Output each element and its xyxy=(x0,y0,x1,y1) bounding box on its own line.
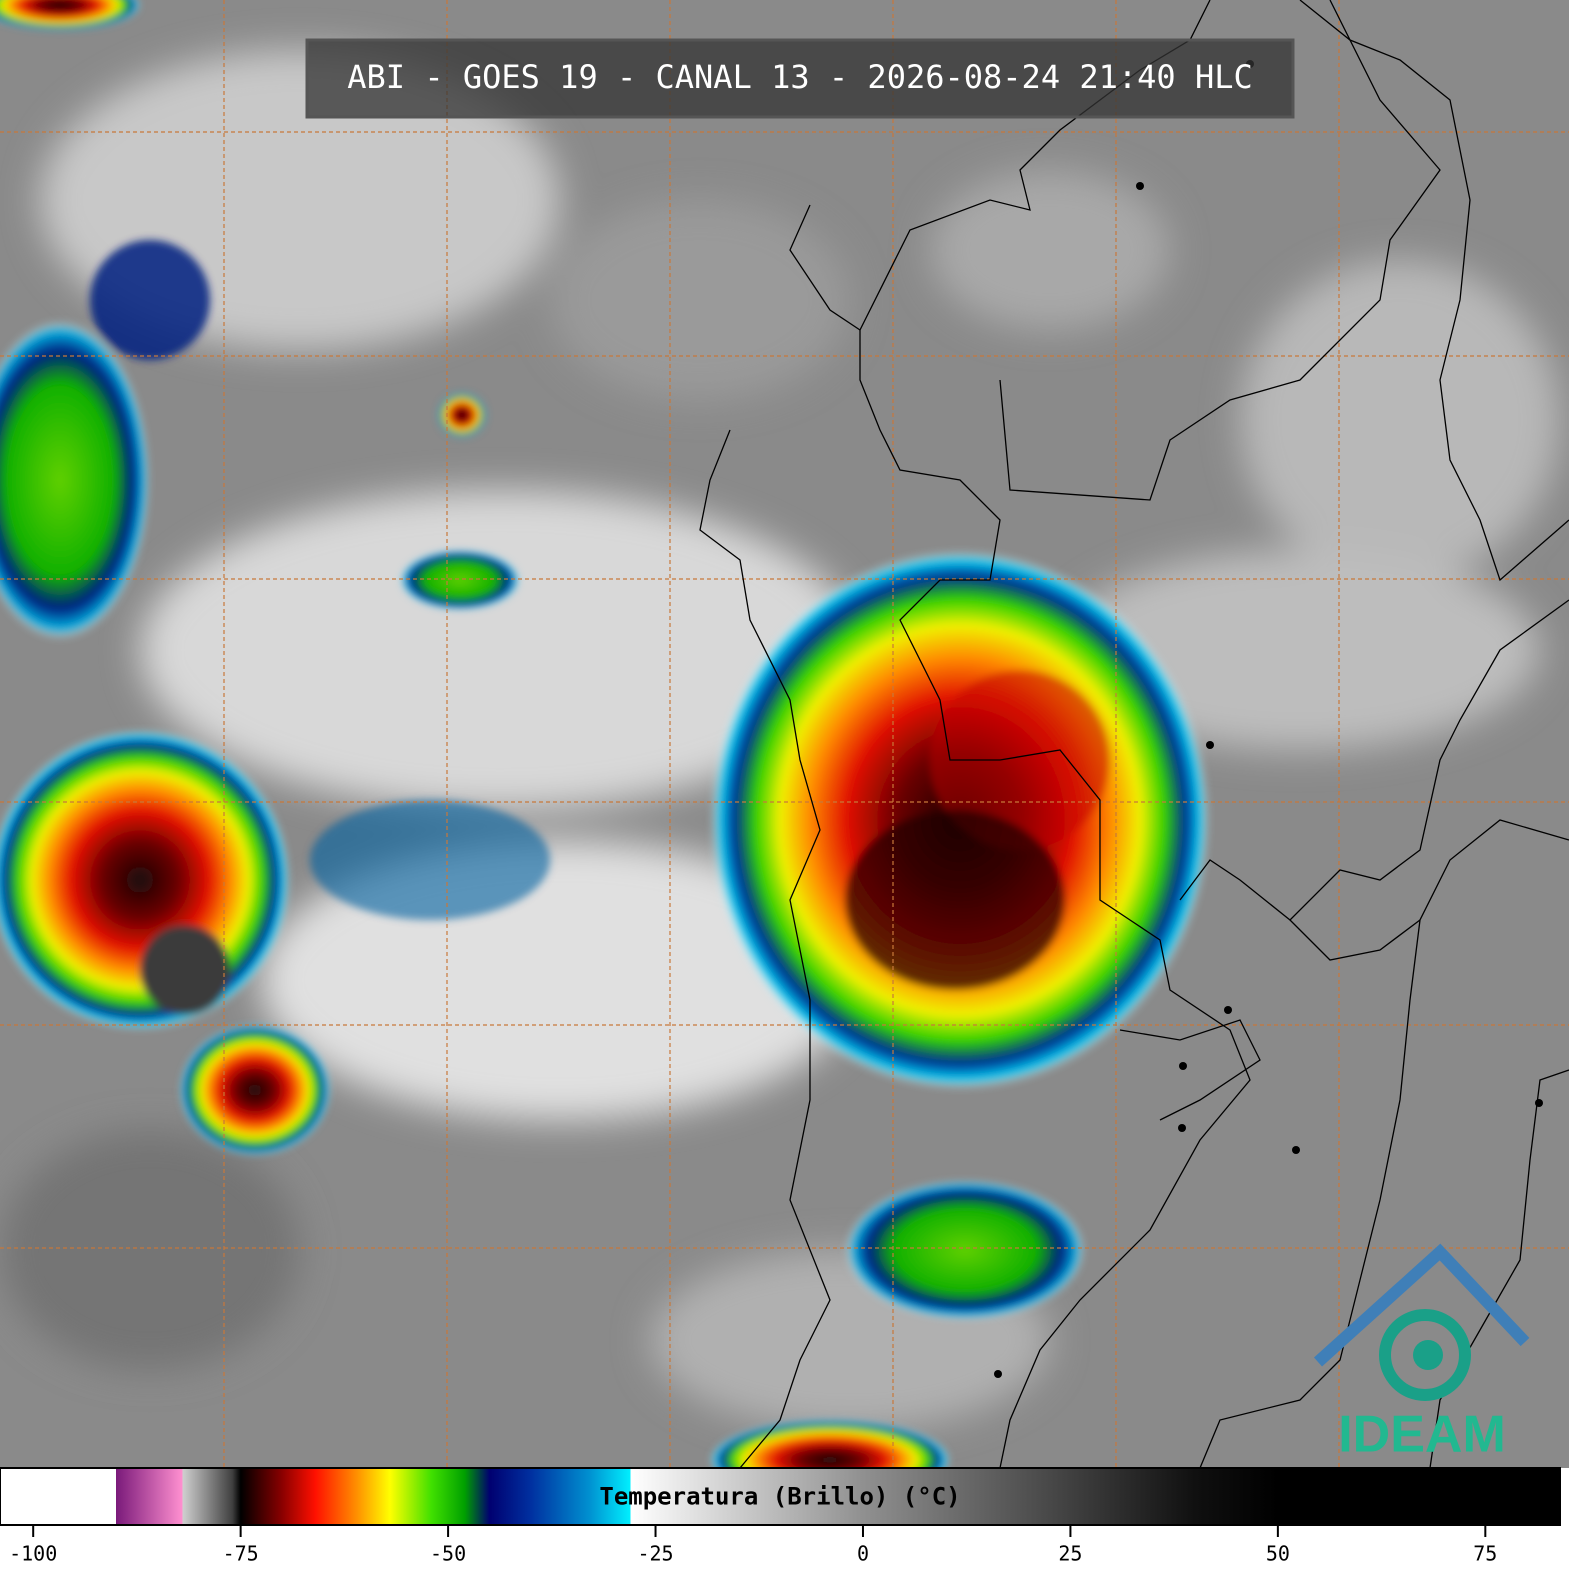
satellite-image: IDEAM xyxy=(0,0,1569,1500)
tick-label: 25 xyxy=(1058,1542,1082,1566)
colorbar-title: Temperatura (Brillo) (°C) xyxy=(599,1483,960,1511)
title: ABI - GOES 19 - CANAL 13 - 2026-08-24 21… xyxy=(347,58,1252,96)
logo: IDEAM xyxy=(1313,1243,1530,1464)
borders xyxy=(699,0,1569,1469)
tick-label: 0 xyxy=(857,1542,869,1566)
colorbar-fill xyxy=(0,1467,1561,1526)
tick-label: 50 xyxy=(1266,1542,1290,1566)
colorbar: Temperatura (Brillo) (°C) -100 -75 -50 -25 0 2… xyxy=(0,1467,1561,1566)
tick-label: -50 xyxy=(430,1542,466,1566)
tick-label: -75 xyxy=(223,1542,259,1566)
tick-label: -100 xyxy=(9,1542,57,1566)
logo-text: IDEAM xyxy=(1338,1406,1506,1464)
graticule xyxy=(0,0,1569,1468)
tick-label: -25 xyxy=(637,1542,673,1566)
title-box: ABI - GOES 19 - CANAL 13 - 2026-08-24 21… xyxy=(305,38,1295,119)
tick-label: 75 xyxy=(1473,1542,1497,1566)
